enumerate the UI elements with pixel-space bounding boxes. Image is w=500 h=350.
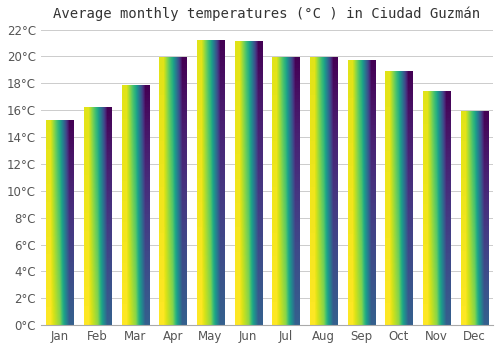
Title: Average monthly temperatures (°C ) in Ciudad Guzmán: Average monthly temperatures (°C ) in Ci… xyxy=(54,7,480,21)
